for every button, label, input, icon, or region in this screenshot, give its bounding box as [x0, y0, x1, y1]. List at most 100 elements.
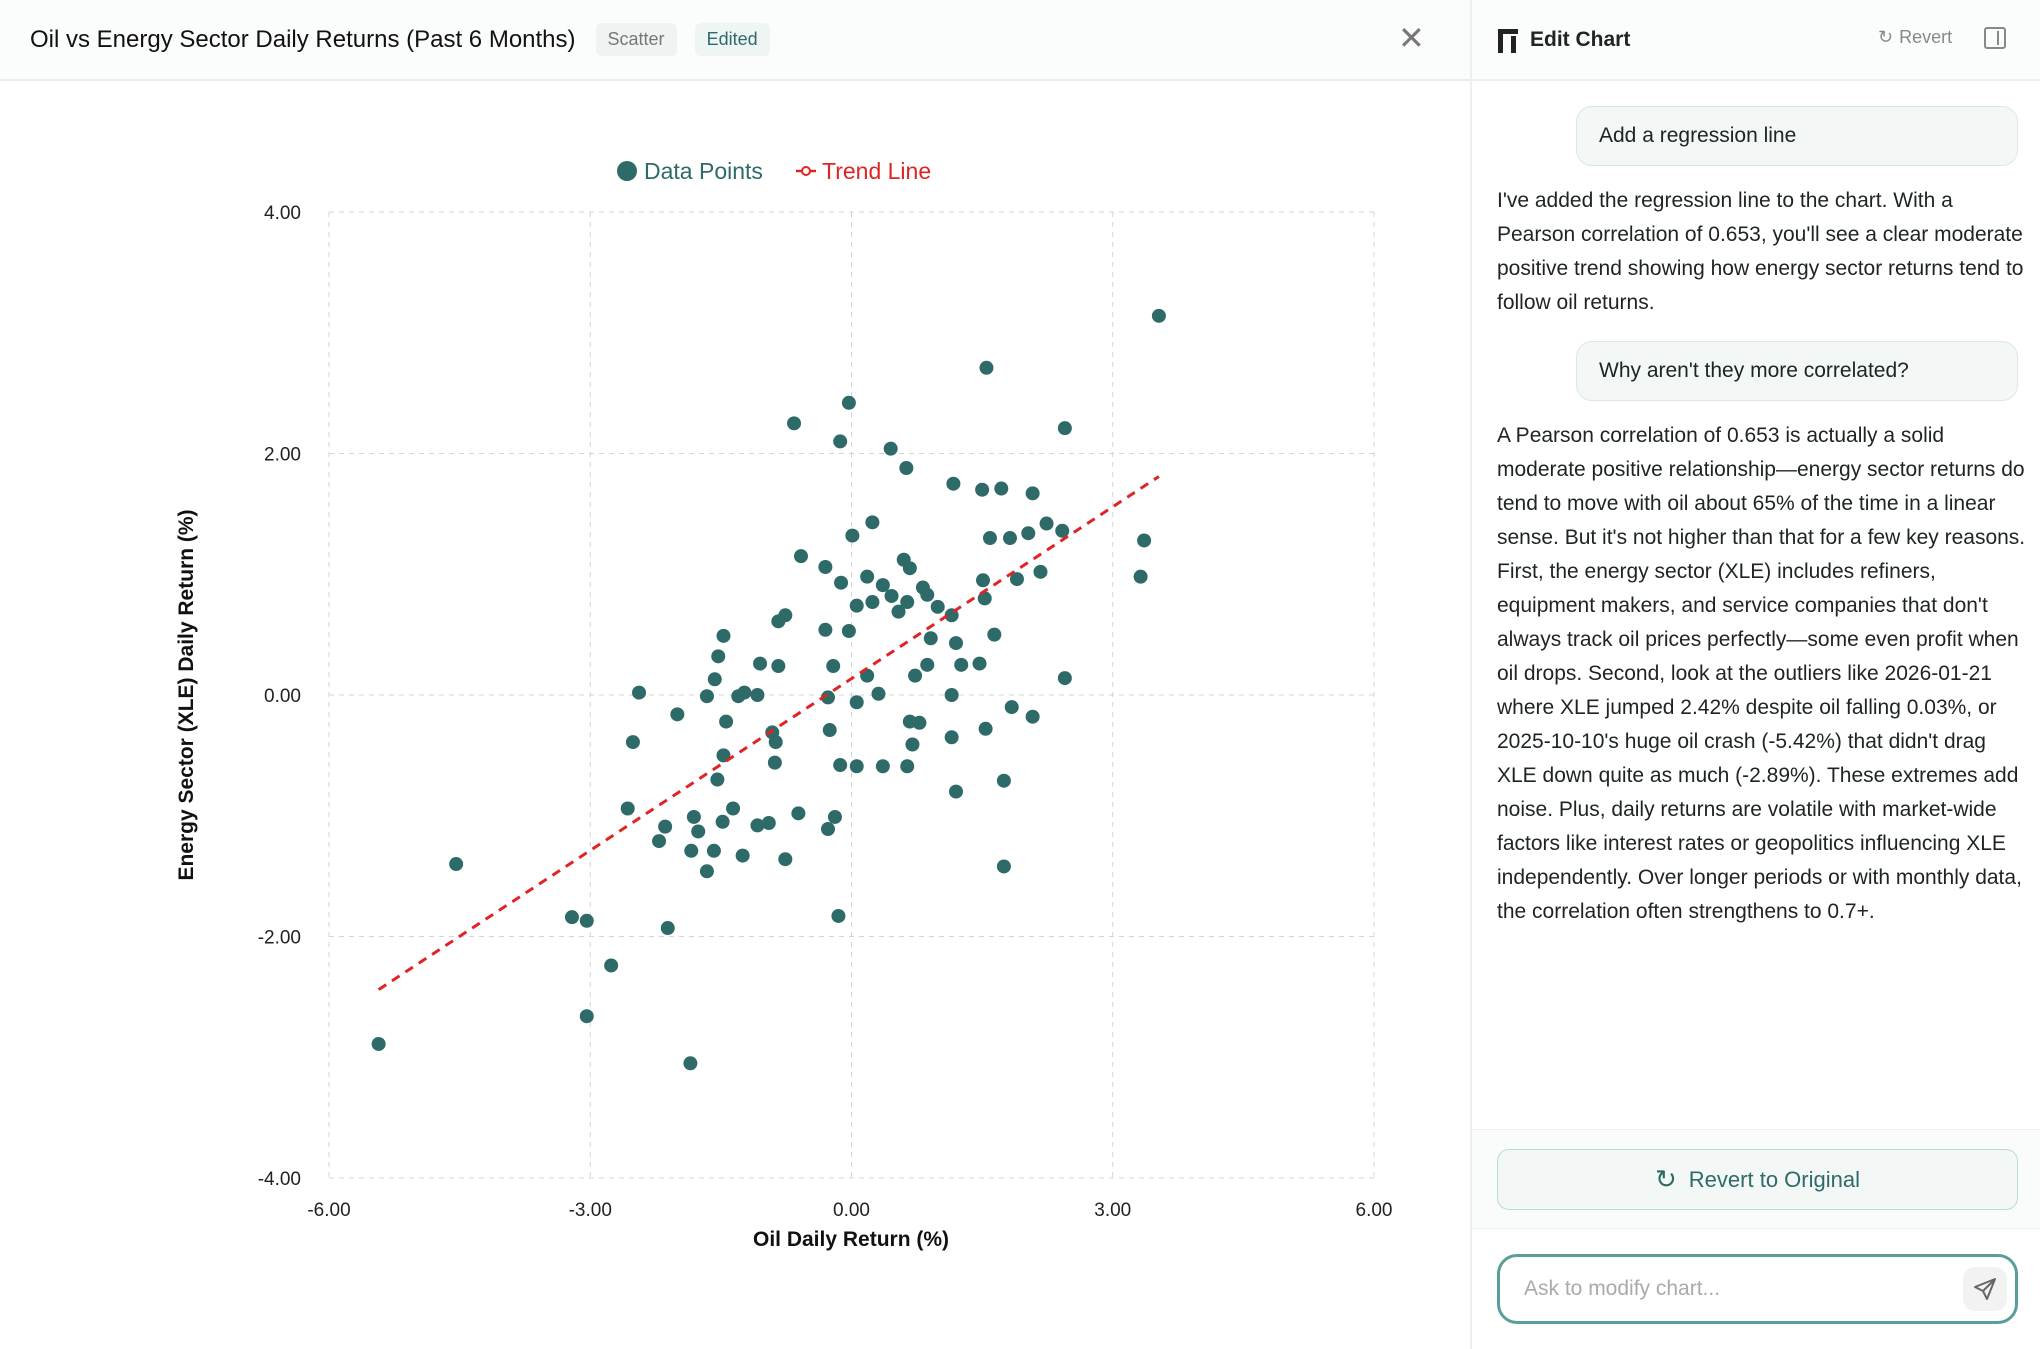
data-point[interactable] [767, 755, 782, 770]
data-point[interactable] [884, 588, 899, 603]
data-point[interactable] [1002, 531, 1017, 546]
data-point[interactable] [923, 631, 938, 646]
data-point[interactable] [686, 809, 701, 824]
data-point[interactable] [946, 476, 961, 491]
data-point[interactable] [564, 910, 579, 925]
data-point[interactable] [818, 560, 833, 575]
data-point[interactable] [1039, 516, 1054, 531]
data-point[interactable] [977, 591, 992, 606]
data-point[interactable] [761, 815, 776, 830]
data-point[interactable] [875, 759, 890, 774]
data-point[interactable] [996, 773, 1011, 788]
data-point[interactable] [683, 1056, 698, 1071]
data-point[interactable] [706, 843, 721, 858]
data-point[interactable] [1151, 308, 1166, 323]
data-point[interactable] [875, 578, 890, 593]
data-point[interactable] [905, 737, 920, 752]
data-point[interactable] [604, 958, 619, 973]
data-point[interactable] [865, 595, 880, 610]
data-point[interactable] [716, 628, 731, 643]
data-point[interactable] [900, 759, 915, 774]
data-point[interactable] [778, 852, 793, 867]
data-point[interactable] [579, 913, 594, 928]
data-point[interactable] [753, 656, 768, 671]
data-point[interactable] [771, 614, 786, 629]
data-point[interactable] [891, 604, 906, 619]
data-point[interactable] [987, 627, 1002, 642]
data-point[interactable] [579, 1009, 594, 1024]
data-point[interactable] [827, 809, 842, 824]
data-point[interactable] [1009, 572, 1024, 587]
revert-button[interactable]: ↻ Revert [1878, 27, 1952, 48]
data-point[interactable] [750, 688, 765, 702]
collapse-panel-icon[interactable] [1984, 27, 2006, 49]
data-point[interactable] [841, 624, 856, 639]
data-point[interactable] [1057, 421, 1072, 436]
data-point[interactable] [818, 622, 833, 637]
data-point[interactable] [670, 707, 685, 722]
data-point[interactable] [1137, 533, 1152, 548]
data-point[interactable] [1133, 569, 1148, 584]
data-point[interactable] [979, 360, 994, 375]
chat-input-box[interactable] [1497, 1254, 2018, 1324]
data-point[interactable] [883, 441, 898, 456]
data-point[interactable] [994, 481, 1009, 496]
data-point[interactable] [620, 801, 635, 816]
data-point[interactable] [1033, 564, 1048, 579]
data-point[interactable] [920, 587, 935, 602]
data-point[interactable] [865, 515, 880, 530]
data-point[interactable] [982, 531, 997, 546]
data-point[interactable] [1021, 526, 1036, 541]
data-point[interactable] [710, 772, 725, 787]
data-point[interactable] [833, 758, 848, 773]
data-point[interactable] [691, 824, 706, 839]
data-point[interactable] [949, 636, 963, 651]
data-point[interactable] [900, 595, 915, 610]
data-point[interactable] [849, 695, 864, 710]
send-button[interactable] [1963, 1267, 2007, 1311]
data-point[interactable] [975, 482, 990, 497]
data-point[interactable] [719, 714, 734, 729]
data-point[interactable] [944, 730, 959, 745]
data-point[interactable] [793, 549, 808, 564]
data-point[interactable] [849, 598, 864, 613]
data-point[interactable] [833, 434, 848, 449]
data-point[interactable] [771, 659, 786, 674]
data-point[interactable] [449, 857, 464, 872]
data-point[interactable] [787, 416, 802, 431]
data-point[interactable] [845, 528, 860, 543]
data-point[interactable] [660, 921, 675, 936]
data-point[interactable] [860, 569, 875, 584]
data-point[interactable] [826, 659, 841, 674]
data-point[interactable] [632, 685, 647, 700]
data-point[interactable] [930, 599, 945, 614]
data-point[interactable] [707, 672, 722, 687]
data-point[interactable] [996, 859, 1011, 874]
data-point[interactable] [820, 690, 835, 705]
data-point[interactable] [871, 686, 886, 701]
data-point[interactable] [726, 801, 741, 816]
data-point[interactable] [699, 864, 714, 879]
legend[interactable]: Data Points Trend Line [617, 158, 931, 184]
data-point[interactable] [975, 573, 990, 588]
revert-to-original-button[interactable]: ↻ Revert to Original [1497, 1149, 2018, 1210]
data-point[interactable] [715, 814, 730, 829]
data-point[interactable] [735, 848, 750, 863]
data-point[interactable] [954, 657, 969, 672]
data-point[interactable] [899, 460, 914, 475]
data-point[interactable] [1025, 486, 1040, 501]
data-point[interactable] [822, 723, 837, 738]
data-point[interactable] [920, 657, 935, 672]
data-point[interactable] [972, 656, 987, 671]
data-point[interactable] [371, 1036, 386, 1051]
data-point[interactable] [820, 822, 835, 837]
data-point[interactable] [768, 735, 783, 750]
data-point[interactable] [1004, 700, 1019, 715]
data-point[interactable] [699, 689, 714, 704]
data-point[interactable] [731, 689, 746, 704]
data-point[interactable] [658, 819, 673, 834]
data-point[interactable] [834, 575, 849, 590]
data-point[interactable] [841, 395, 856, 410]
data-point[interactable] [831, 908, 846, 923]
data-point[interactable] [908, 668, 923, 683]
